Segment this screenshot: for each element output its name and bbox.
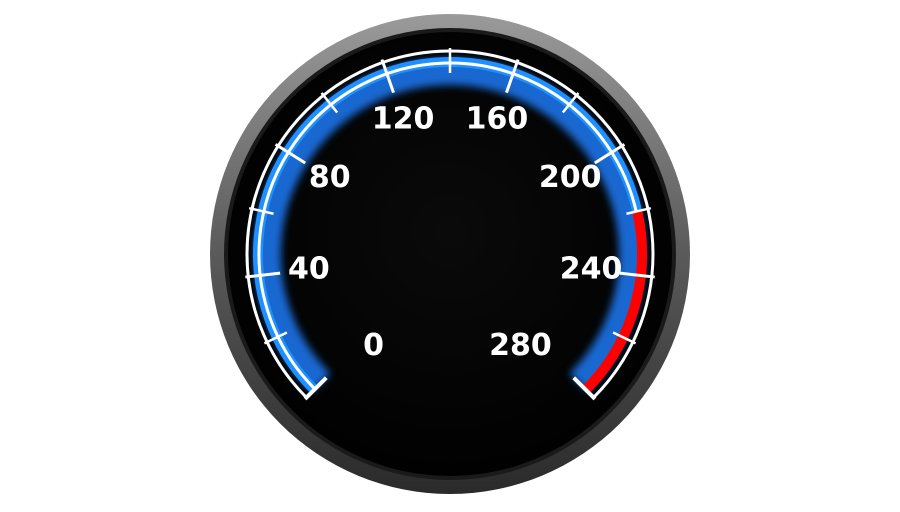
redline-band <box>582 210 647 394</box>
scale-end-cap-max <box>572 376 597 401</box>
scale-label-200: 200 <box>539 160 602 195</box>
scale-label-40: 40 <box>288 251 330 286</box>
scale-band-highlight <box>257 61 638 391</box>
scale-label-240: 240 <box>560 251 623 286</box>
major-tick <box>274 143 307 165</box>
scale-end-cap-min <box>303 376 328 401</box>
scale-labels: 0 40 80 120 160 200 240 280 <box>288 101 622 362</box>
minor-tick <box>626 206 652 215</box>
major-tick <box>505 59 520 94</box>
minor-tick <box>612 331 637 345</box>
minor-tick <box>248 206 274 215</box>
scale-ticks <box>245 48 655 401</box>
scale-label-120: 120 <box>372 101 435 136</box>
scale-label-80: 80 <box>309 160 351 195</box>
major-tick <box>380 59 395 94</box>
minor-tick <box>263 331 288 345</box>
scale-label-160: 160 <box>466 101 529 136</box>
scale-label-280: 280 <box>489 328 552 363</box>
minor-tick <box>320 92 339 114</box>
scale-label-0: 0 <box>363 328 384 363</box>
gauge-face <box>228 32 672 476</box>
major-tick <box>593 143 626 165</box>
major-tick <box>619 271 655 279</box>
major-tick <box>245 271 281 279</box>
minor-tick <box>561 92 580 114</box>
